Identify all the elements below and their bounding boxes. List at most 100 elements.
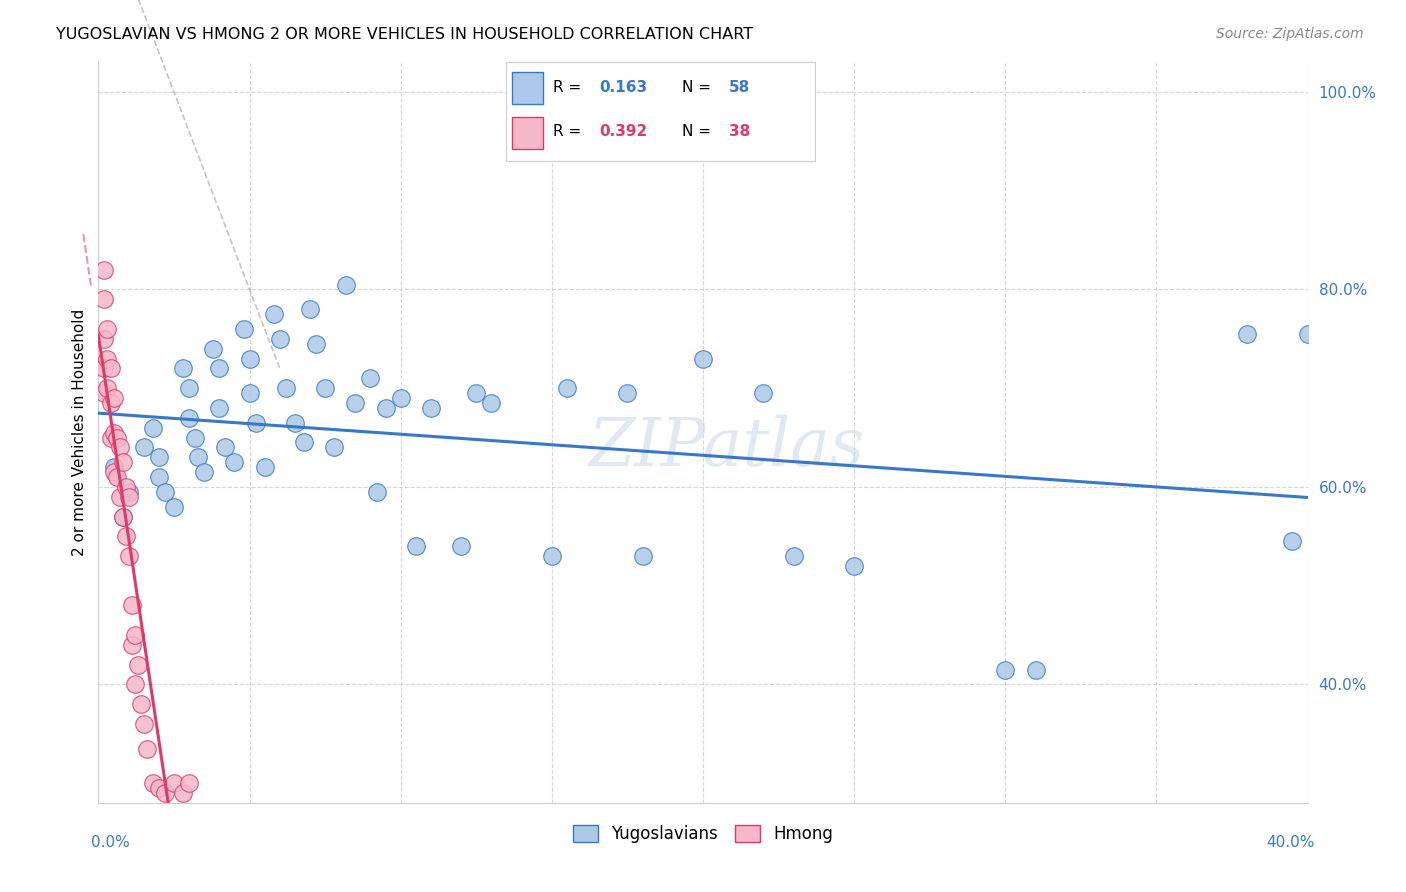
Point [96, 322, 118, 336]
Text: 0.163: 0.163 [599, 80, 647, 95]
Point [148, 780, 170, 795]
Point [692, 351, 714, 366]
Point [208, 361, 231, 376]
Legend: Yugoslavians, Hmong: Yugoslavians, Hmong [567, 819, 839, 850]
Text: YUGOSLAVIAN VS HMONG 2 OR MORE VEHICLES IN HOUSEHOLD CORRELATION CHART: YUGOSLAVIAN VS HMONG 2 OR MORE VEHICLES … [56, 27, 754, 42]
Point [184, 431, 207, 445]
Point [214, 441, 236, 455]
Point [202, 342, 225, 356]
Y-axis label: 2 or more Vehicles in Household: 2 or more Vehicles in Household [72, 309, 87, 557]
Point [344, 396, 367, 410]
Point [360, 371, 382, 385]
Point [239, 351, 262, 366]
Point [299, 302, 322, 317]
Point [121, 599, 143, 613]
Point [111, 509, 134, 524]
Point [103, 391, 125, 405]
Point [129, 697, 152, 711]
Text: N =: N = [682, 124, 711, 139]
Point [292, 435, 315, 450]
Point [96, 351, 118, 366]
Text: 38: 38 [728, 124, 751, 139]
Point [93, 262, 115, 277]
Point [994, 663, 1017, 677]
Point [93, 361, 115, 376]
Point [148, 470, 170, 484]
Point [111, 455, 134, 469]
Point [465, 386, 488, 401]
Text: Source: ZipAtlas.com: Source: ZipAtlas.com [1216, 27, 1364, 41]
Point [405, 539, 427, 553]
Point [108, 441, 131, 455]
Point [172, 361, 194, 376]
Point [121, 638, 143, 652]
Point [269, 332, 291, 346]
Point [1281, 534, 1303, 549]
Text: 40.0%: 40.0% [1267, 836, 1315, 850]
Point [239, 386, 262, 401]
FancyBboxPatch shape [512, 72, 543, 103]
Point [93, 332, 115, 346]
Point [153, 484, 176, 499]
Point [314, 381, 336, 395]
Point [179, 776, 201, 790]
Point [118, 484, 141, 499]
Point [224, 455, 246, 469]
Text: R =: R = [553, 124, 581, 139]
Point [103, 460, 125, 475]
Point [148, 450, 170, 465]
Text: N =: N = [682, 80, 711, 95]
Point [100, 396, 122, 410]
Point [142, 420, 165, 434]
Point [208, 401, 231, 415]
Point [253, 460, 276, 475]
Point [132, 441, 155, 455]
Point [263, 307, 285, 321]
Text: 0.0%: 0.0% [91, 836, 131, 850]
Point [132, 716, 155, 731]
Point [374, 401, 396, 415]
Point [163, 500, 186, 514]
Point [124, 628, 146, 642]
Point [163, 776, 186, 790]
Point [103, 465, 125, 479]
Point [232, 322, 254, 336]
Point [245, 416, 267, 430]
Point [481, 396, 503, 410]
Point [172, 786, 194, 800]
Point [193, 465, 215, 479]
Point [135, 741, 157, 756]
Point [105, 470, 128, 484]
Text: ZIPatlas: ZIPatlas [589, 415, 865, 480]
Point [153, 786, 176, 800]
Point [844, 558, 866, 573]
Point [783, 549, 806, 563]
Point [389, 391, 412, 405]
FancyBboxPatch shape [512, 118, 543, 149]
Point [105, 431, 128, 445]
Point [108, 490, 131, 504]
Point [1296, 326, 1319, 341]
Point [335, 277, 357, 292]
Point [752, 386, 775, 401]
Point [366, 484, 388, 499]
Point [111, 509, 134, 524]
Point [284, 416, 307, 430]
Point [420, 401, 443, 415]
Point [118, 549, 141, 563]
Point [305, 336, 328, 351]
Point [187, 450, 209, 465]
Point [100, 361, 122, 376]
Point [631, 549, 654, 563]
Point [179, 410, 201, 425]
Text: 58: 58 [728, 80, 751, 95]
Text: R =: R = [553, 80, 581, 95]
Point [555, 381, 578, 395]
Point [96, 381, 118, 395]
Point [142, 776, 165, 790]
Point [179, 381, 201, 395]
Point [616, 386, 638, 401]
Point [93, 386, 115, 401]
Text: 0.392: 0.392 [599, 124, 647, 139]
Point [450, 539, 472, 553]
